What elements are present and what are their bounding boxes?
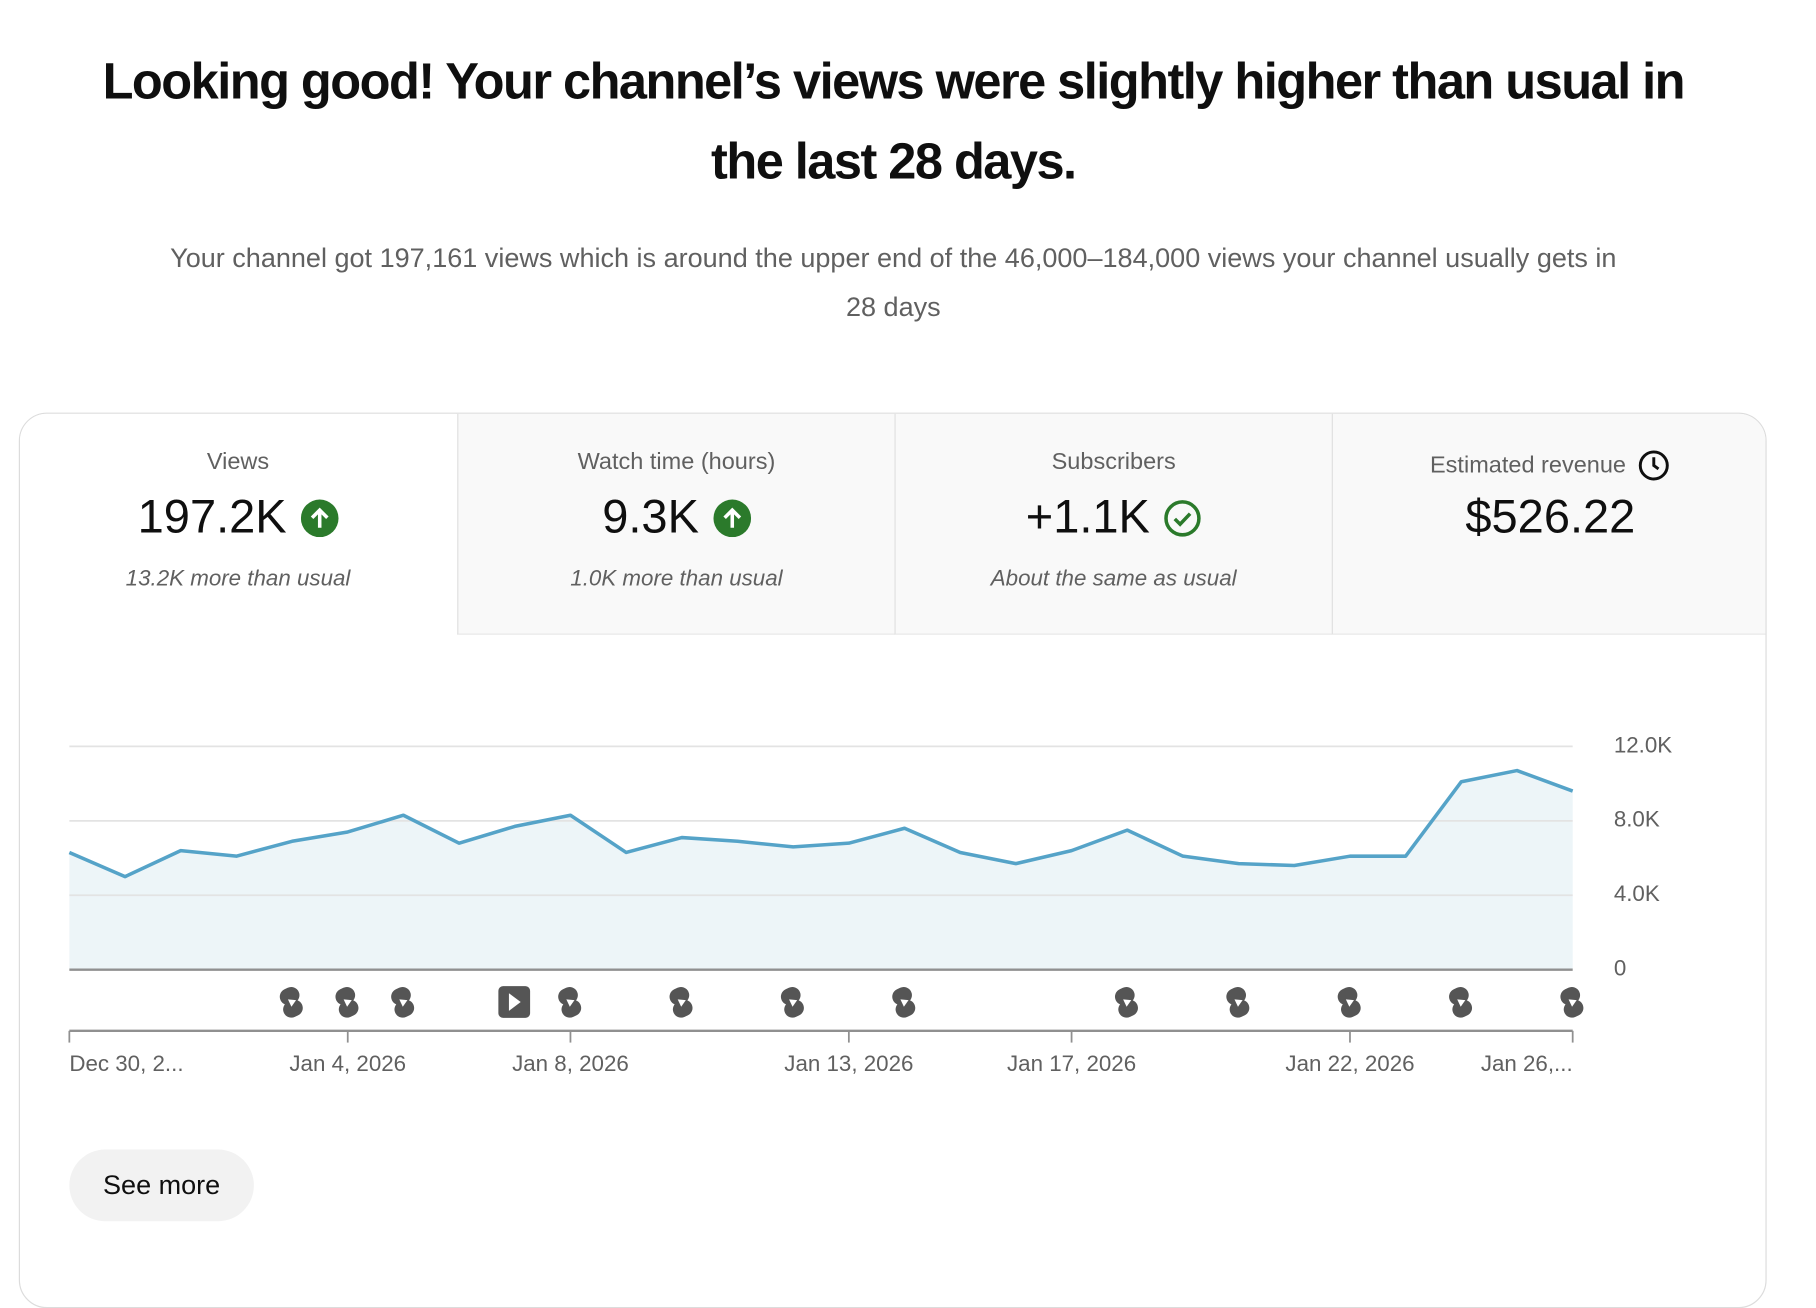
metric-value: +1.1K	[1025, 491, 1150, 544]
shorts-play	[900, 999, 909, 1007]
shorts-shape	[784, 999, 804, 1018]
shorts-icon	[1226, 987, 1250, 1018]
shorts-play	[1568, 999, 1577, 1007]
up-icon	[300, 498, 339, 537]
see-more-button[interactable]: See more	[69, 1149, 254, 1222]
shorts-play	[566, 999, 575, 1007]
metric-tab[interactable]: Subscribers +1.1K About the same as usua…	[894, 413, 1332, 635]
shorts-icon	[1560, 987, 1584, 1018]
x-tick-label: Dec 30, 2...	[69, 1051, 183, 1076]
metric-tab[interactable]: Estimated revenue $526.22	[1331, 413, 1766, 635]
up-icon	[713, 498, 751, 537]
x-tick-label: Jan 8, 2026	[512, 1051, 629, 1076]
shorts-shape	[1229, 999, 1250, 1018]
metric-value-row: 197.2K	[20, 491, 456, 544]
shorts-shape	[394, 999, 415, 1018]
x-tick-label: Jan 4, 2026	[289, 1051, 406, 1076]
metric-label: Subscribers	[1051, 449, 1176, 475]
clock-icon	[1639, 450, 1670, 481]
shorts-shape	[672, 999, 693, 1018]
metric-value: 9.3K	[602, 491, 699, 544]
shorts-shape	[1118, 999, 1138, 1018]
shorts-icon	[335, 987, 359, 1018]
metric-value: 197.2K	[137, 491, 287, 544]
metric-note: 13.2K more than usual	[125, 566, 351, 592]
shorts-icon	[279, 987, 303, 1018]
y-tick-label: 12.0K	[1614, 732, 1672, 757]
line	[68, 768, 1574, 879]
shorts-shape	[1452, 999, 1473, 1018]
metric-label: Estimated revenue	[1430, 451, 1627, 478]
metric-note: About the same as usual	[990, 566, 1237, 592]
y-tick-label: 0	[1614, 956, 1626, 981]
metric-value-row: $526.22	[1333, 491, 1766, 544]
shorts-icon	[1449, 987, 1473, 1018]
summary: Your channel got 197,161 views which is …	[170, 242, 1617, 323]
shorts-shape	[1563, 999, 1584, 1018]
area	[69, 770, 1573, 970]
shorts-shape	[895, 999, 916, 1018]
metric-note: 1.0K more than usual	[570, 566, 783, 592]
metric-label-row: Estimated revenue	[1333, 449, 1766, 482]
metric-tab[interactable]: Watch time (hours) 9.3K 1.0K more than u…	[457, 413, 895, 635]
views-chart: 0 4.0K 8.0K 12.0K Dec 30, 2... Jan 4, 2026 Jan…	[68, 732, 1672, 1076]
shorts-play	[1123, 999, 1132, 1007]
metric-value: $526.22	[1465, 491, 1636, 544]
x-tick-label: Jan 13, 2026	[784, 1051, 913, 1076]
shorts-icon	[391, 987, 415, 1018]
shorts-play	[287, 999, 297, 1007]
check-icon	[1164, 499, 1202, 536]
shorts-icon	[558, 987, 582, 1018]
shorts-icon	[780, 987, 804, 1018]
x-tick-label: Jan 22, 2026	[1285, 1051, 1414, 1076]
shorts-shape	[283, 999, 303, 1018]
y-tick-label: 4.0K	[1614, 881, 1660, 906]
shorts-shape	[1341, 999, 1361, 1018]
metric-tab[interactable]: Views 197.2K 13.2K more than usual	[19, 413, 457, 634]
analytics-page: Looking good! Your channel’s views were …	[18, 54, 1767, 1308]
x-tick-label: Jan 26,...	[1481, 1051, 1573, 1076]
shorts-icon	[669, 987, 693, 1018]
shorts-play	[677, 999, 686, 1007]
shorts-play	[1345, 999, 1354, 1007]
shorts-play	[343, 999, 352, 1007]
shorts-shape	[561, 999, 582, 1018]
x-tick-label: Jan 17, 2026	[1007, 1051, 1136, 1076]
shorts-shape	[338, 999, 359, 1018]
y-tick-label: 8.0K	[1614, 807, 1660, 832]
metric-label: Views	[206, 449, 270, 475]
video-play	[508, 993, 521, 1011]
metric-value-row: +1.1K	[896, 491, 1332, 544]
shorts-icon	[1114, 987, 1138, 1018]
shorts-icon	[892, 987, 916, 1018]
shorts-icon	[1337, 987, 1361, 1018]
shorts-play	[399, 999, 408, 1007]
metric-label: Watch time (hours)	[577, 449, 776, 475]
metric-value-row: 9.3K	[458, 491, 894, 544]
shorts-play	[1457, 999, 1466, 1007]
shorts-play	[1234, 999, 1243, 1007]
headline: Looking good! Your channel’s views were …	[102, 54, 1686, 191]
shorts-play	[789, 999, 798, 1007]
